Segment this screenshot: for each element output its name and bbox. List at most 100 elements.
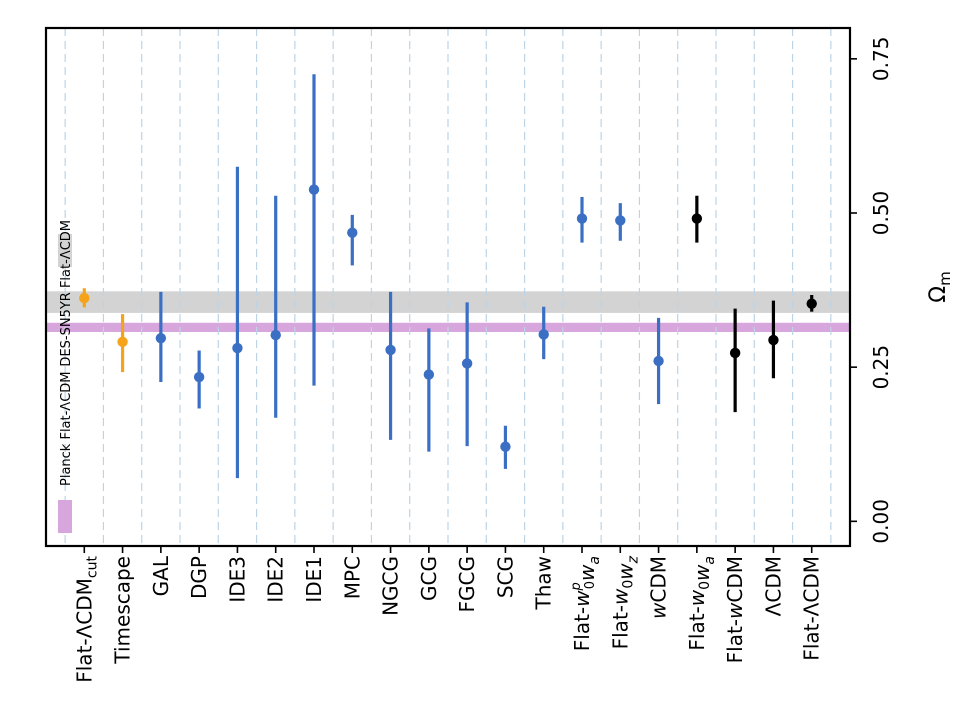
legend-label-planck: Planck Flat-ΛCDM	[59, 371, 74, 486]
bands-layer	[46, 291, 850, 333]
y-tick-label: 0.00	[869, 499, 893, 544]
data-point	[806, 295, 817, 312]
data-point	[347, 214, 358, 266]
label-part: IDE3	[225, 556, 249, 603]
y-tick-label: 0.25	[869, 345, 893, 390]
legend: DES-SN5YR Flat-ΛCDM Planck Flat-ΛCDM	[58, 220, 74, 533]
legend-swatch-des	[58, 234, 72, 267]
point-marker	[232, 342, 243, 354]
x-tick-label: IDE1	[302, 556, 326, 603]
label-part: Flat-	[570, 607, 594, 651]
x-tick-label: MPC	[340, 556, 364, 599]
x-tick-label: NGCG	[379, 556, 403, 616]
x-tick-label: IDE3	[225, 556, 249, 603]
x-tick-label: SCG	[493, 556, 517, 598]
label-part: FGCG	[455, 556, 479, 612]
x-tick-label: GCG	[417, 556, 441, 601]
point-marker	[691, 213, 703, 224]
data-point	[576, 196, 588, 243]
data-point	[423, 328, 435, 452]
label-part: IDE1	[302, 556, 326, 603]
point-marker	[385, 344, 396, 356]
data-point	[155, 291, 167, 382]
x-tick-label: Flat-ΛCDMcut	[72, 555, 100, 682]
label-part: w	[647, 602, 671, 619]
label-subscript: a	[587, 556, 603, 565]
label-part: w	[570, 590, 594, 607]
label-part: Flat-	[723, 619, 747, 663]
data-point	[461, 302, 473, 447]
point-marker	[729, 347, 741, 359]
x-tick-label: Flat-w0wa	[685, 556, 718, 651]
label-superscript: p	[569, 582, 584, 591]
point-marker	[270, 329, 281, 341]
point-marker	[79, 292, 90, 304]
point-marker	[347, 227, 358, 238]
label-part: w	[685, 589, 709, 606]
label-part: Flat-	[685, 606, 709, 650]
label-part: MPC	[340, 556, 364, 599]
data-point	[615, 203, 626, 241]
x-tick-label: Thaw	[532, 556, 556, 611]
y-tick-label: 0.75	[869, 37, 893, 82]
label-part: Thaw	[532, 556, 556, 611]
label-part: w	[575, 564, 599, 581]
x-tick-label: FGCG	[455, 556, 479, 612]
label-part: GCG	[417, 556, 441, 601]
legend-entry-planck: Planck Flat-ΛCDM	[58, 371, 74, 533]
point-marker	[308, 184, 320, 195]
label-part: Flat-ΛCDM	[72, 578, 96, 683]
data-point	[79, 288, 90, 308]
label-part: GAL	[149, 555, 173, 596]
data-point	[270, 195, 281, 418]
label-part: w	[613, 563, 637, 580]
point-marker	[768, 334, 779, 346]
label-subscript: z	[625, 555, 641, 564]
label-part: CDM	[723, 556, 747, 603]
point-marker	[653, 355, 664, 367]
data-point	[193, 350, 205, 409]
x-tick-label: Flat-w0wz	[608, 555, 641, 649]
point-marker	[576, 213, 588, 224]
label-subscript: 0	[620, 580, 636, 589]
label-part: w	[723, 602, 747, 619]
data-point	[500, 425, 511, 469]
y-axis: 0.00 0.25 0.50 0.75 Ωm	[850, 37, 954, 544]
data-point	[232, 166, 243, 479]
label-part: Flat-ΛCDM	[800, 556, 824, 661]
label-part: SCG	[493, 556, 517, 598]
legend-entry-des: DES-SN5YR Flat-ΛCDM	[58, 220, 74, 367]
x-tick-label: wCDM	[647, 556, 671, 619]
legend-label-des: DES-SN5YR Flat-ΛCDM	[59, 220, 74, 367]
label-subscript: 0	[583, 581, 598, 589]
data-point	[117, 314, 128, 373]
x-tick-label: DGP	[187, 556, 211, 599]
points-layer	[79, 74, 817, 479]
point-marker	[500, 441, 511, 452]
x-tick-label: Flat-wp0wa	[569, 556, 603, 651]
x-tick-label: Flat-ΛCDM	[800, 556, 824, 661]
y-axis-label: Ωm	[926, 271, 954, 302]
data-point	[653, 317, 664, 405]
data-point	[385, 291, 396, 440]
label-subscript: 0	[697, 581, 713, 590]
data-point	[691, 195, 703, 243]
data-point	[768, 300, 779, 379]
label-part: DGP	[187, 556, 211, 599]
grid-layer	[64, 28, 832, 546]
label-subscript: a	[702, 556, 718, 565]
label-part: IDE2	[264, 556, 288, 603]
point-marker	[615, 215, 626, 226]
x-tick-label: ΛCDM	[761, 556, 785, 616]
label-part: NGCG	[379, 556, 403, 616]
label-part: Flat-	[608, 605, 632, 649]
label-part: ΛCDM	[761, 556, 785, 616]
point-marker	[538, 329, 549, 340]
point-marker	[806, 298, 817, 309]
plot-frame	[44, 26, 852, 548]
y-tick-label: 0.50	[869, 191, 893, 236]
point-marker	[193, 371, 205, 383]
point-marker	[155, 332, 167, 344]
x-axis-categories: Flat-ΛCDMcut Timescape GAL DGP IDE3 IDE2 IDE1 M…	[72, 546, 824, 683]
